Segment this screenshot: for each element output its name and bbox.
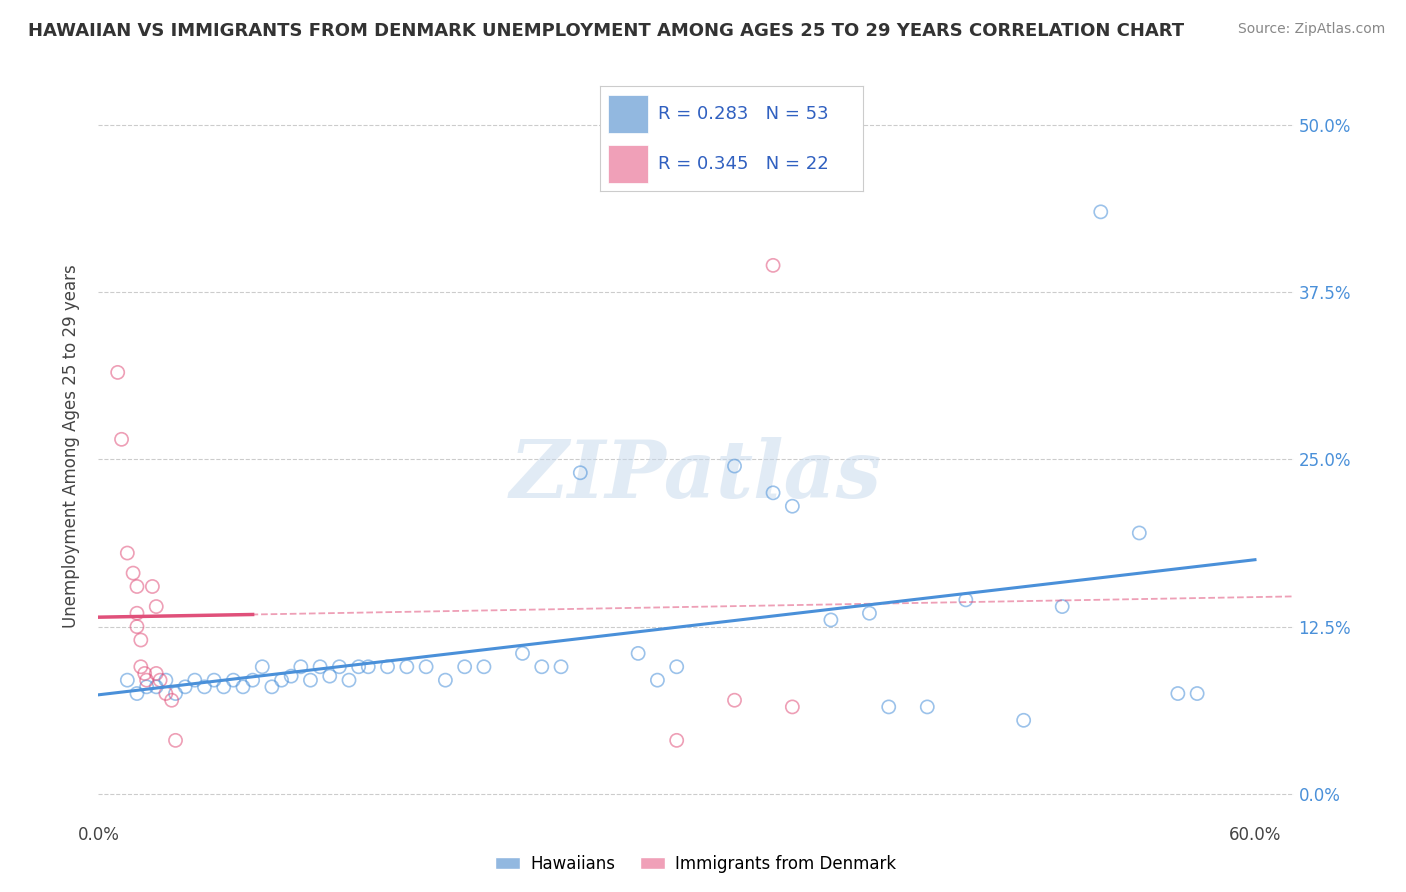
Point xyxy=(762,259,785,273)
Point xyxy=(395,660,418,674)
Point xyxy=(222,673,245,688)
Point xyxy=(1090,205,1112,219)
Point xyxy=(145,666,167,681)
Text: ZIPatlas: ZIPatlas xyxy=(510,437,882,515)
Point xyxy=(290,660,312,674)
Point xyxy=(762,485,785,500)
Point xyxy=(125,607,148,621)
Point xyxy=(665,660,688,674)
Point xyxy=(319,669,342,683)
Point xyxy=(280,669,302,683)
Point xyxy=(135,673,157,688)
Point xyxy=(165,687,187,701)
Point xyxy=(309,660,332,674)
Point xyxy=(145,680,167,694)
Point xyxy=(665,733,688,747)
Point xyxy=(125,580,148,594)
Point xyxy=(453,660,475,674)
Point xyxy=(723,459,745,474)
Point xyxy=(569,466,592,480)
Point xyxy=(134,666,156,681)
Point xyxy=(782,500,804,514)
Point xyxy=(647,673,669,688)
Point xyxy=(955,593,977,607)
Point xyxy=(377,660,399,674)
Point xyxy=(122,566,145,581)
Point xyxy=(125,687,148,701)
Point xyxy=(165,733,187,747)
Point xyxy=(1012,714,1035,728)
Point xyxy=(357,660,380,674)
Point xyxy=(299,673,322,688)
Point xyxy=(337,673,360,688)
Point xyxy=(347,660,370,674)
Point xyxy=(723,693,745,707)
Point xyxy=(512,646,534,660)
Point xyxy=(149,673,172,688)
Point xyxy=(117,546,139,560)
Point xyxy=(242,673,264,688)
Point xyxy=(328,660,350,674)
Point xyxy=(232,680,254,694)
Point xyxy=(141,580,163,594)
Point xyxy=(550,660,572,674)
Point xyxy=(530,660,553,674)
Point xyxy=(1185,687,1208,701)
Legend: Hawaiians, Immigrants from Denmark: Hawaiians, Immigrants from Denmark xyxy=(489,848,903,880)
Point xyxy=(135,680,157,694)
Point xyxy=(160,693,183,707)
Point xyxy=(858,607,880,621)
Point xyxy=(820,613,842,627)
Point xyxy=(260,680,283,694)
Text: HAWAIIAN VS IMMIGRANTS FROM DENMARK UNEMPLOYMENT AMONG AGES 25 TO 29 YEARS CORRE: HAWAIIAN VS IMMIGRANTS FROM DENMARK UNEM… xyxy=(28,22,1184,40)
Point xyxy=(877,699,900,714)
Point xyxy=(107,366,129,380)
Point xyxy=(155,673,177,688)
Point xyxy=(125,620,148,634)
Point xyxy=(193,680,215,694)
Point xyxy=(184,673,207,688)
Point xyxy=(472,660,495,674)
Point xyxy=(145,599,167,614)
Point xyxy=(415,660,437,674)
Point xyxy=(129,633,152,648)
Point xyxy=(252,660,274,674)
Point xyxy=(270,673,292,688)
Point xyxy=(434,673,457,688)
Point xyxy=(627,646,650,660)
Point xyxy=(212,680,235,694)
Point xyxy=(202,673,225,688)
Point xyxy=(782,699,804,714)
Point xyxy=(117,673,139,688)
Point xyxy=(110,433,132,447)
Point xyxy=(917,699,939,714)
Point xyxy=(129,660,152,674)
Y-axis label: Unemployment Among Ages 25 to 29 years: Unemployment Among Ages 25 to 29 years xyxy=(62,264,80,628)
Text: Source: ZipAtlas.com: Source: ZipAtlas.com xyxy=(1237,22,1385,37)
Point xyxy=(1050,599,1073,614)
Point xyxy=(155,687,177,701)
Point xyxy=(1128,526,1150,541)
Point xyxy=(1167,687,1189,701)
Point xyxy=(174,680,197,694)
